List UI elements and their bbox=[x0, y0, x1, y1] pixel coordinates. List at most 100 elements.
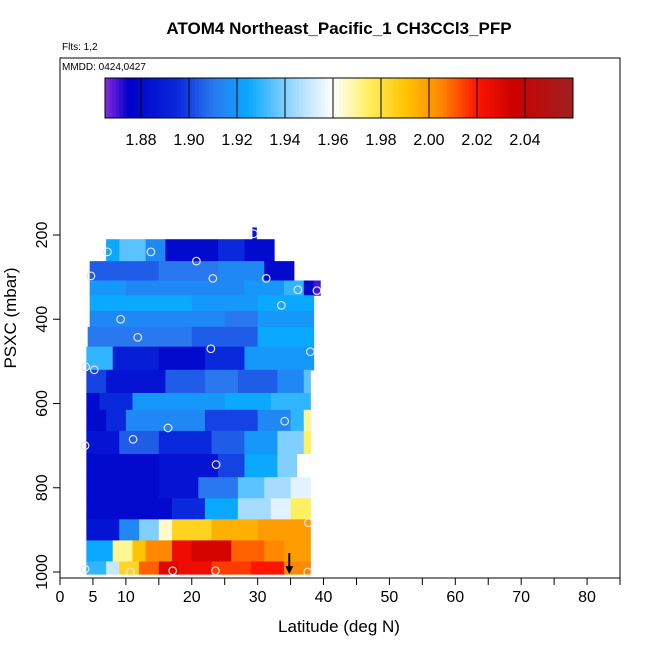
heatmap-cell bbox=[284, 540, 311, 562]
heatmap-cell bbox=[244, 454, 278, 478]
colorbar-segment bbox=[335, 78, 340, 118]
x-tick-label: 80 bbox=[578, 589, 596, 606]
heatmap-cell bbox=[158, 519, 173, 541]
heatmap-cell bbox=[165, 369, 206, 394]
heatmap-cell bbox=[119, 239, 147, 262]
heatmap-cell bbox=[86, 454, 160, 478]
heatmap-cell bbox=[257, 295, 315, 312]
y-tick-label: 200 bbox=[34, 222, 51, 249]
flights-label: Flts: 1,2 bbox=[62, 42, 98, 53]
heatmap-cell bbox=[303, 280, 315, 296]
colorbar-segment bbox=[295, 78, 300, 118]
heatmap-cell bbox=[106, 239, 120, 262]
heatmap-cell bbox=[139, 519, 160, 541]
heatmap-cell bbox=[86, 409, 107, 432]
colorbar-segment bbox=[267, 78, 271, 118]
sample-point bbox=[211, 566, 220, 576]
colorbar-segment bbox=[180, 78, 185, 118]
colorbar-segment bbox=[414, 78, 419, 118]
heatmap-cell bbox=[297, 454, 311, 478]
heatmap-cell bbox=[191, 295, 259, 312]
heatmap-cell bbox=[86, 498, 173, 520]
colorbar-tick-label: 1.92 bbox=[221, 132, 252, 149]
colorbar-segment bbox=[400, 78, 405, 118]
heatmap-cells bbox=[86, 227, 321, 575]
colorbar-segment bbox=[112, 78, 117, 118]
colorbar-segment bbox=[432, 78, 437, 118]
heatmap-cell bbox=[165, 239, 219, 262]
colorbar-segment bbox=[421, 78, 426, 118]
colorbar-segment bbox=[501, 78, 505, 118]
colorbar-segment bbox=[303, 78, 307, 118]
colorbar-segment bbox=[385, 78, 390, 118]
colorbar-segment bbox=[429, 78, 433, 118]
colorbar-segment bbox=[360, 78, 365, 118]
colorbar-segment bbox=[565, 78, 570, 118]
heatmap-cell bbox=[303, 430, 311, 455]
colorbar-segment bbox=[151, 78, 156, 118]
colorbar-segment bbox=[569, 78, 574, 118]
sample-point bbox=[81, 362, 91, 372]
colorbar-segment bbox=[216, 78, 221, 118]
colorbar-segment bbox=[357, 78, 361, 118]
dates-label: MMDD: 0424,0427 bbox=[62, 62, 146, 73]
colorbar-segment bbox=[486, 78, 491, 118]
colorbar-segment bbox=[544, 78, 549, 118]
colorbar-segment bbox=[551, 78, 556, 118]
colorbar-segment bbox=[407, 78, 412, 118]
heatmap-cell bbox=[86, 477, 160, 499]
heatmap-cell bbox=[264, 477, 292, 499]
x-axis: 0 5 10 20 30 40 50 60 70 80 bbox=[56, 578, 621, 606]
colorbar: 1.88 1.90 1.92 1.94 1.96 1.98 2.00 2.02 2.04 bbox=[104, 77, 574, 149]
colorbar-segment bbox=[450, 78, 455, 118]
colorbar-segment bbox=[306, 78, 311, 118]
heatmap-cell bbox=[86, 369, 107, 394]
heatmap-cell bbox=[218, 239, 245, 262]
heatmap-cell bbox=[252, 227, 257, 240]
sample-point bbox=[208, 273, 218, 283]
colorbar-segment bbox=[537, 78, 541, 118]
sample-point bbox=[126, 567, 135, 577]
heatmap-cell bbox=[237, 477, 265, 499]
y-tick-label: 400 bbox=[34, 306, 51, 333]
colorbar-segment bbox=[411, 78, 415, 118]
sample-point bbox=[86, 271, 96, 281]
sample-point bbox=[293, 285, 303, 295]
heatmap-cell bbox=[244, 280, 285, 296]
heatmap-cell bbox=[89, 295, 193, 312]
heatmap-cell bbox=[106, 369, 166, 394]
y-axis-label: PSXC (mbar) bbox=[1, 267, 20, 368]
colorbar-segment bbox=[177, 78, 181, 118]
colorbar-segment bbox=[130, 78, 135, 118]
colorbar-segment bbox=[259, 78, 264, 118]
heatmap-cell bbox=[106, 409, 127, 432]
y-tick-label: 800 bbox=[34, 474, 51, 501]
colorbar-segment bbox=[364, 78, 369, 118]
arrow-marker bbox=[285, 553, 294, 575]
heatmap-cell bbox=[119, 519, 140, 541]
heatmap-cell bbox=[198, 477, 239, 499]
heatmap-cell bbox=[112, 540, 133, 562]
colorbar-segment bbox=[465, 78, 469, 118]
heatmap-cell bbox=[132, 540, 147, 562]
colorbar-segment bbox=[313, 78, 318, 118]
colorbar-segment bbox=[195, 78, 199, 118]
colorbar-segment bbox=[511, 78, 516, 118]
colorbar-segment bbox=[220, 78, 225, 118]
colorbar-segment bbox=[256, 78, 261, 118]
colorbar-segment bbox=[209, 78, 214, 118]
heatmap-cell bbox=[112, 346, 160, 371]
colorbar-segment bbox=[461, 78, 466, 118]
x-axis-label: Latitude (deg N) bbox=[278, 617, 400, 636]
colorbar-segment bbox=[281, 78, 286, 118]
heatmap-cell bbox=[125, 409, 206, 432]
y-tick-label: 600 bbox=[34, 390, 51, 417]
y-axis: 200 400 600 800 1000 bbox=[34, 222, 60, 590]
sample-point bbox=[80, 564, 90, 574]
heatmap-cell bbox=[290, 498, 311, 520]
colorbar-segment bbox=[148, 78, 153, 118]
colorbar-segment bbox=[119, 78, 124, 118]
heatmap-cell bbox=[158, 477, 199, 499]
colorbar-segment bbox=[454, 78, 459, 118]
colorbar-segment bbox=[184, 78, 189, 118]
